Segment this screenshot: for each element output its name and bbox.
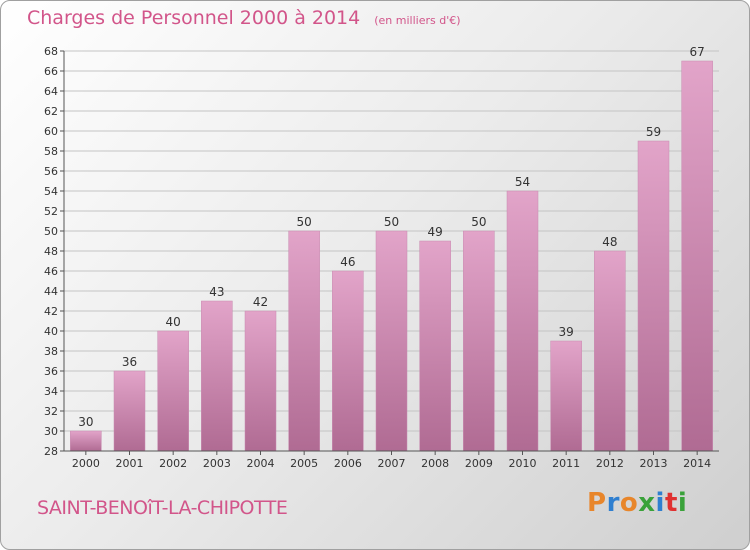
bar xyxy=(201,300,233,452)
bar xyxy=(244,310,277,452)
bar xyxy=(594,250,626,452)
x-tick-label: 2010 xyxy=(509,457,537,470)
y-tick-label: 66 xyxy=(44,65,58,78)
bar xyxy=(375,230,408,452)
data-label: 40 xyxy=(166,315,181,329)
logo-letter: o xyxy=(619,488,639,518)
y-tick-label: 42 xyxy=(44,305,58,318)
x-tick-label: 2001 xyxy=(116,457,144,470)
data-label: 50 xyxy=(384,215,399,229)
proxiti-logo: Proxiti xyxy=(587,488,687,518)
y-tick-label: 52 xyxy=(44,205,58,218)
data-label: 48 xyxy=(602,235,617,249)
data-label: 42 xyxy=(253,295,268,309)
bar xyxy=(113,370,146,452)
data-label: 49 xyxy=(428,225,443,239)
x-tick-label: 2009 xyxy=(465,457,493,470)
logo-letter: i xyxy=(655,488,665,518)
bar xyxy=(157,330,189,452)
x-tick-label: 2006 xyxy=(334,457,362,470)
y-tick-label: 58 xyxy=(44,145,58,158)
bar xyxy=(70,430,102,452)
logo-letter: t xyxy=(664,488,678,518)
town-name: SAINT-BENOîT-LA-CHIPOTTE xyxy=(37,497,288,519)
y-tick-label: 32 xyxy=(44,405,58,418)
y-tick-label: 64 xyxy=(44,85,58,98)
bar xyxy=(463,230,495,452)
y-tick-label: 34 xyxy=(44,385,58,398)
x-tick-label: 2014 xyxy=(683,457,711,470)
data-label: 59 xyxy=(646,125,661,139)
y-tick-label: 60 xyxy=(44,125,58,138)
x-tick-label: 2002 xyxy=(159,457,187,470)
data-label: 43 xyxy=(209,285,224,299)
x-tick-label: 2008 xyxy=(421,457,449,470)
data-labels: 30 36 40 43 42 50 46 50 49 50 54 39 48 59 67 xyxy=(78,45,705,429)
x-tick-label: 2013 xyxy=(640,457,668,470)
bar xyxy=(332,270,364,452)
y-tick-label: 48 xyxy=(44,245,58,258)
x-tick-label: 2007 xyxy=(378,457,406,470)
data-label: 67 xyxy=(690,45,705,59)
y-tick-label: 68 xyxy=(44,45,58,58)
data-label: 50 xyxy=(297,215,312,229)
x-tick-label: 2005 xyxy=(290,457,318,470)
bar xyxy=(681,60,713,452)
bar xyxy=(550,340,582,452)
y-tick-label: 54 xyxy=(44,185,58,198)
unit-label: (en milliers d'€) xyxy=(374,14,461,27)
y-tick-label: 38 xyxy=(44,345,58,358)
x-tick-label: 2004 xyxy=(247,457,275,470)
logo-letter: P xyxy=(587,488,607,518)
bar xyxy=(637,140,670,452)
data-label: 50 xyxy=(471,215,486,229)
y-axis: 28 30 32 34 36 38 40 42 44 46 48 50 52 54 56 58 60 62 64 66… xyxy=(44,45,65,458)
y-tick-label: 62 xyxy=(44,105,58,118)
bar xyxy=(419,240,451,452)
logo-letter: x xyxy=(638,488,656,518)
data-label: 30 xyxy=(78,415,93,429)
logo-letter: i xyxy=(677,488,688,518)
y-tick-label: 50 xyxy=(44,225,58,238)
x-tick-label: 2000 xyxy=(72,457,100,470)
bar xyxy=(506,190,539,452)
x-tick-label: 2011 xyxy=(552,457,580,470)
y-tick-label: 28 xyxy=(44,445,58,458)
bar xyxy=(288,230,320,452)
y-tick-label: 44 xyxy=(44,285,58,298)
title-text: Charges de Personnel 2000 à 2014 xyxy=(27,7,361,29)
y-tick-label: 30 xyxy=(44,425,58,438)
chart-title: Charges de Personnel 2000 à 2014 (en mill… xyxy=(27,7,461,29)
data-label: 54 xyxy=(515,175,530,189)
x-tick-label: 2012 xyxy=(596,457,624,470)
x-tick-label: 2003 xyxy=(203,457,231,470)
bars xyxy=(70,60,713,452)
y-tick-label: 56 xyxy=(44,165,58,178)
y-tick-label: 40 xyxy=(44,325,58,338)
y-tick-label: 46 xyxy=(44,265,58,278)
logo-letter: r xyxy=(606,488,620,518)
data-label: 36 xyxy=(122,355,137,369)
data-label: 46 xyxy=(340,255,355,269)
data-label: 39 xyxy=(559,325,574,339)
y-tick-label: 36 xyxy=(44,365,58,378)
x-axis: 2000 2001 2002 2003 2004 2005 2006 2007 2008 2009… xyxy=(64,450,719,470)
